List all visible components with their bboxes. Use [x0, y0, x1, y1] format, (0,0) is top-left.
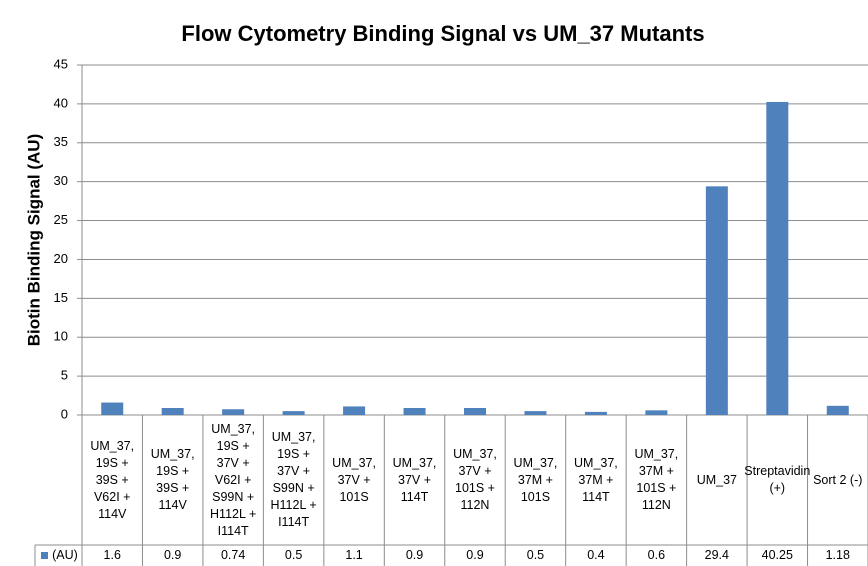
table-value: 1.18 — [825, 548, 850, 562]
y-tick-label: 0 — [61, 406, 68, 421]
category-label: UM_37, 37V + 101S — [332, 455, 376, 504]
bar — [464, 408, 486, 415]
y-tick-label: 25 — [54, 212, 68, 227]
table-value: 1.1 — [345, 548, 363, 562]
table-value: 40.25 — [761, 548, 793, 562]
y-tick-label: 40 — [54, 95, 68, 110]
bar — [403, 408, 426, 415]
category-label: UM_37, 37M + 114T — [574, 455, 618, 504]
table-value: 0.9 — [405, 548, 424, 562]
bar — [222, 409, 245, 415]
category-label: Streptavidin (+) — [744, 464, 811, 495]
category-label: UM_37, 19S + 39S + 114V — [150, 447, 195, 512]
table-value: 0.4 — [587, 548, 605, 562]
table-value: 0.5 — [284, 548, 303, 562]
bar — [766, 101, 789, 415]
y-tick-label: 30 — [54, 173, 68, 188]
category-label: UM_37, 37V + 114T — [392, 455, 437, 504]
bar — [282, 411, 305, 415]
table-value: 0.74 — [220, 548, 246, 562]
table-value: 0.9 — [466, 548, 484, 562]
bar — [645, 410, 668, 415]
y-tick-label: 5 — [61, 368, 68, 383]
table-value: 0.6 — [647, 548, 666, 562]
y-tick-label: 35 — [54, 134, 68, 149]
category-label: UM_37, 37M + 101S — [513, 455, 558, 504]
table-value: 0.9 — [163, 548, 182, 562]
category-label: UM_37, 19S + 37V + V62I + S99N + H112L +… — [210, 421, 257, 538]
category-label: Sort 2 (-) — [813, 472, 863, 487]
bar — [161, 408, 184, 415]
category-label: UM_37, 19S + 39S + V62I + 114V — [90, 438, 135, 521]
category-label: UM_37 — [696, 472, 737, 487]
table-value: 29.4 — [704, 548, 729, 562]
chart-title: Flow Cytometry Binding Signal vs UM_37 M… — [181, 21, 704, 46]
category-label: UM_37, 37M + 101S + 112N — [634, 447, 679, 512]
bar — [524, 411, 547, 415]
y-axis-label: Biotin Binding Signal (AU) — [24, 134, 43, 346]
bar — [705, 186, 728, 415]
bar — [826, 405, 849, 415]
bar — [584, 411, 607, 415]
category-label: UM_37, 19S + 37V + S99N + H112L + I114T — [270, 430, 317, 529]
table-value: 0.5 — [526, 548, 545, 562]
table-value: 1.6 — [103, 548, 121, 562]
legend-key — [41, 552, 48, 559]
y-tick-label: 45 — [54, 56, 68, 71]
y-tick-label: 10 — [54, 329, 68, 344]
bar — [343, 406, 366, 415]
y-tick-label: 15 — [54, 290, 68, 305]
legend-label: (AU) — [52, 548, 78, 562]
y-tick-label: 20 — [54, 251, 68, 266]
bar — [101, 402, 124, 415]
category-label: UM_37, 37V + 101S + 112N — [453, 447, 497, 512]
